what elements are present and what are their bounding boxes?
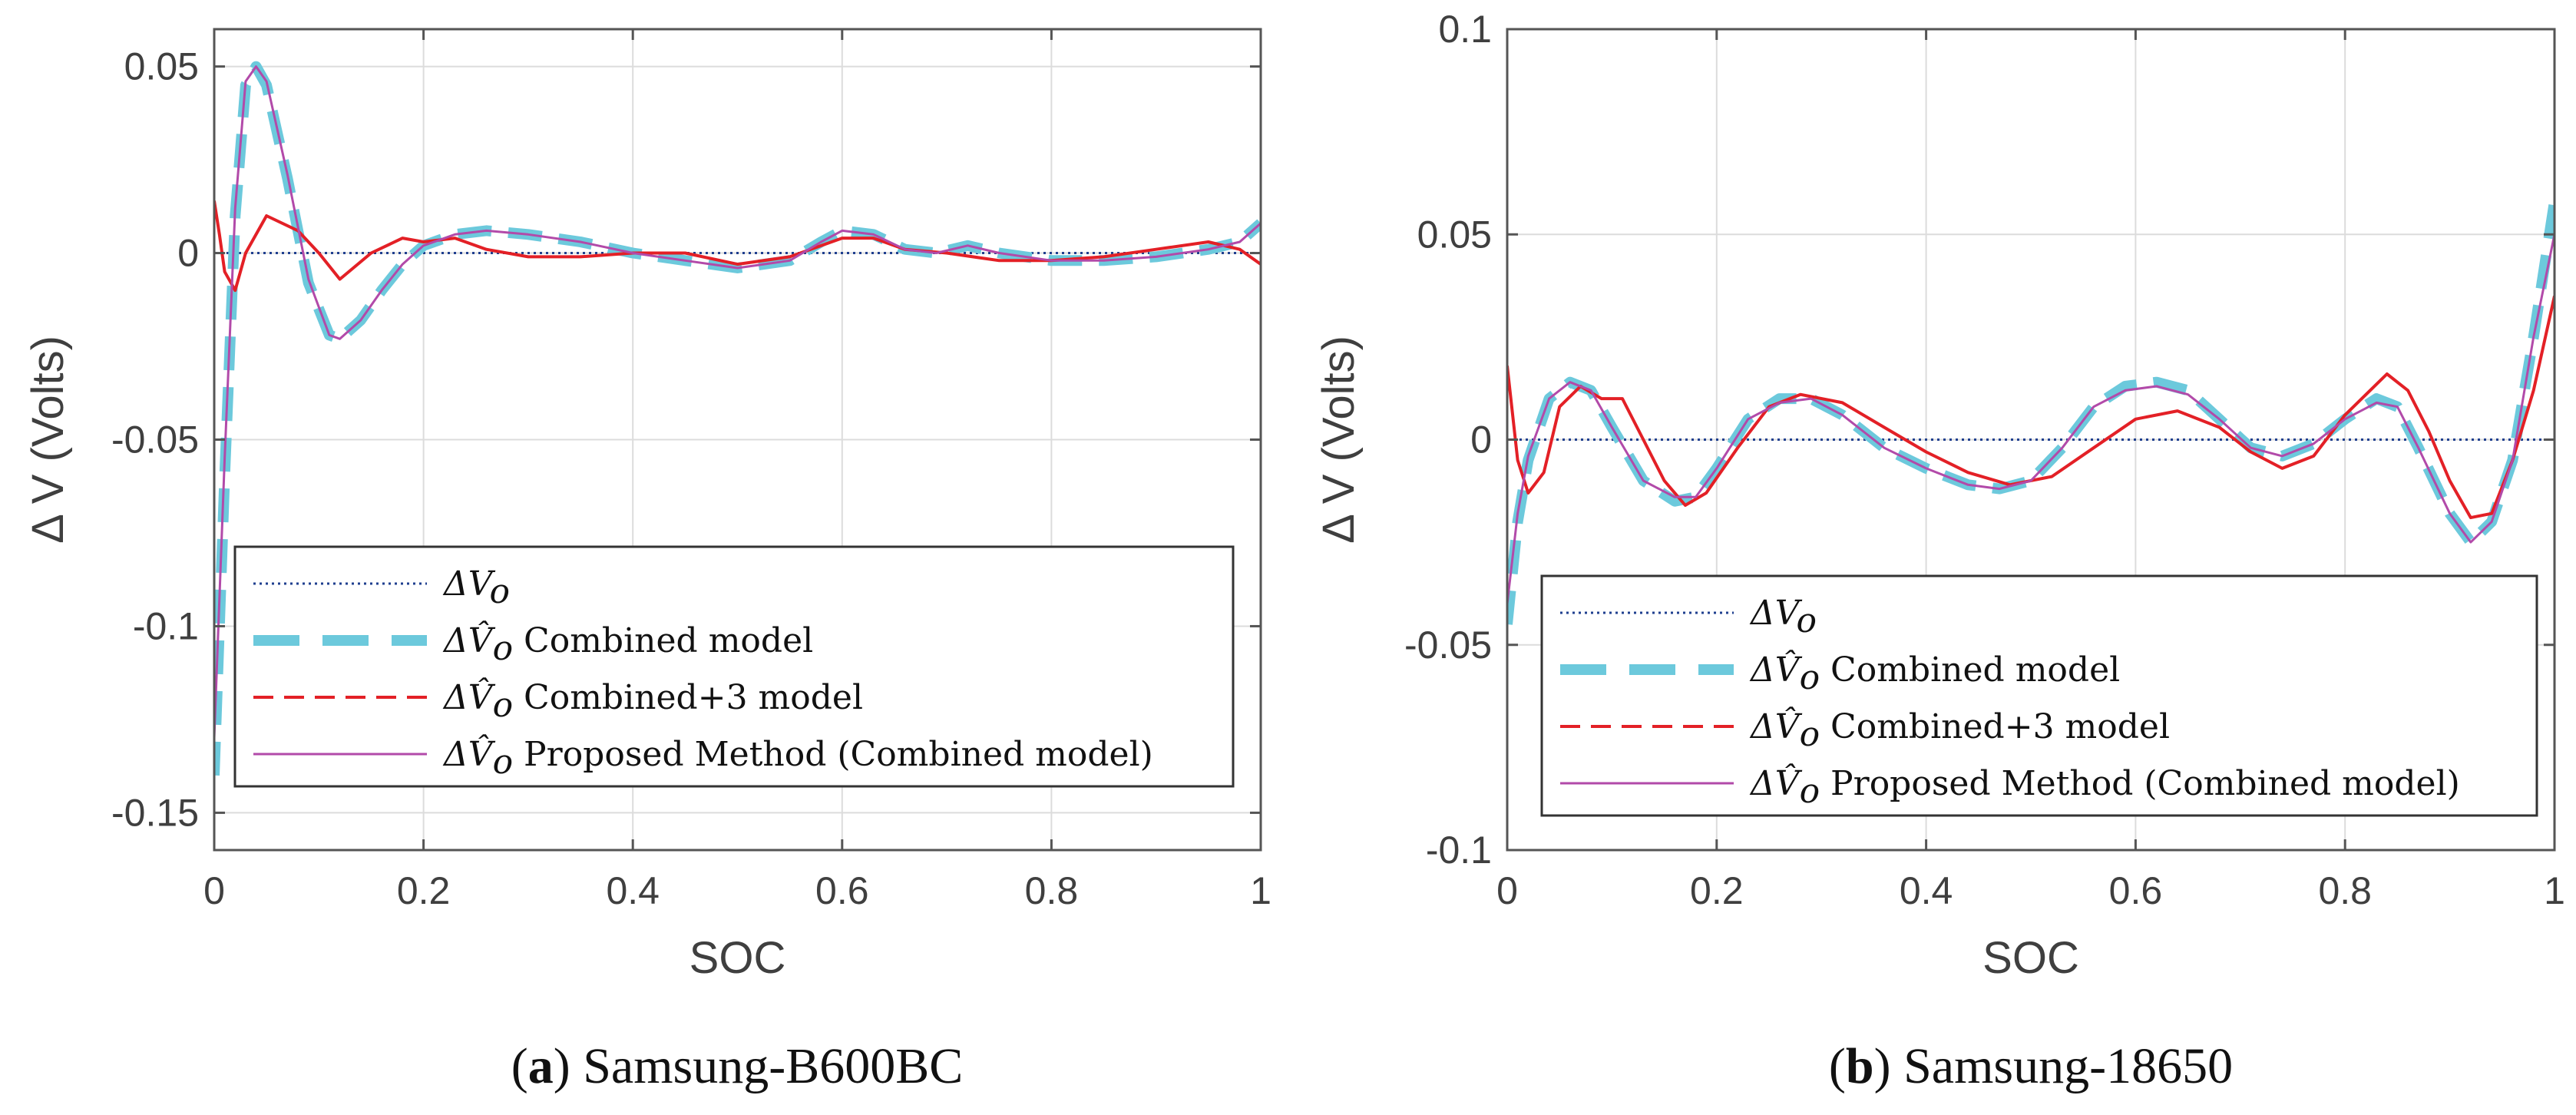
series-group — [214, 61, 1261, 776]
x-tick-label: 0.8 — [2318, 869, 2372, 912]
legend-box — [233, 545, 1235, 788]
x-tick-label: 1 — [1250, 869, 1271, 912]
y-tick-label: 0 — [1470, 419, 1492, 462]
series-line-proposed — [214, 65, 1261, 739]
legend-entry-combined: ΔV̂o Combined model — [1749, 649, 2120, 697]
legend: ΔVo ΔV̂o Combined model ΔV̂o Combined+3 mo… — [1540, 574, 2538, 817]
series-line-combined3 — [1507, 295, 2555, 520]
y-tick-label: 0.1 — [1438, 8, 1492, 51]
chart-samsung-18650: 0 0.2 0.4 0.6 0.8 1 0.1 0.05 0 -0.05 -0.1 SOC Δ V (V… — [1314, 8, 2565, 1094]
y-axis-label: Δ V (Volts) — [1314, 336, 1364, 544]
legend-entry-reference: ΔVo — [442, 564, 510, 611]
x-tick-label: 0.6 — [2109, 869, 2163, 912]
x-tick-label: 0.2 — [397, 869, 451, 912]
x-tick-label: 0.2 — [1690, 869, 1744, 912]
x-tick-label: 0.4 — [606, 869, 660, 912]
y-tick-label: -0.15 — [111, 791, 199, 834]
series-line-proposed — [1507, 233, 2555, 604]
caption: (b) Samsung-18650 — [1829, 1038, 2233, 1094]
x-tick-label: 0.6 — [815, 869, 869, 912]
x-tick-label: 0.8 — [1025, 869, 1079, 912]
x-tick-label: 0 — [203, 869, 225, 912]
legend-entry-reference: ΔVo — [1749, 594, 1817, 640]
y-tick-label: -0.1 — [1426, 829, 1492, 872]
y-tick-label: 0 — [177, 232, 199, 275]
series-group — [1507, 200, 2555, 625]
chart-samsung-b600bc: 0 0.2 0.4 0.6 0.8 1 0.05 0 -0.05 -0.1 -0.15 SOC Δ V … — [23, 28, 1271, 1094]
x-tick-label: 0.4 — [1900, 869, 1953, 912]
legend-entry-combined3: ΔV̂o Combined+3 model — [442, 677, 863, 725]
legend-entry-combined3: ΔV̂o Combined+3 model — [1749, 706, 2170, 754]
x-tick-label: 0 — [1496, 869, 1518, 912]
legend-entry-proposed: ΔV̂o Proposed Method (Combined model) — [1749, 763, 2460, 811]
y-tick-label: 0.05 — [1417, 213, 1492, 256]
y-tick-label: -0.05 — [111, 419, 199, 462]
x-axis-label: SOC — [689, 933, 786, 983]
legend: ΔVo ΔV̂o Combined model ΔV̂o Combined+3 mo… — [233, 545, 1235, 788]
y-tick-label: -0.1 — [133, 604, 199, 647]
legend-entry-combined: ΔV̂o Combined model — [442, 620, 813, 668]
caption: (a) Samsung-B600BC — [511, 1038, 964, 1094]
legend-entry-proposed: ΔV̂o Proposed Method (Combined model) — [442, 733, 1153, 782]
y-axis-label: Δ V (Volts) — [23, 336, 73, 544]
x-axis-label: SOC — [1982, 933, 2079, 983]
y-tick-label: 0.05 — [124, 45, 199, 88]
y-tick-label: -0.05 — [1404, 624, 1492, 667]
legend-box — [1540, 574, 2538, 817]
x-tick-label: 1 — [2544, 869, 2565, 912]
